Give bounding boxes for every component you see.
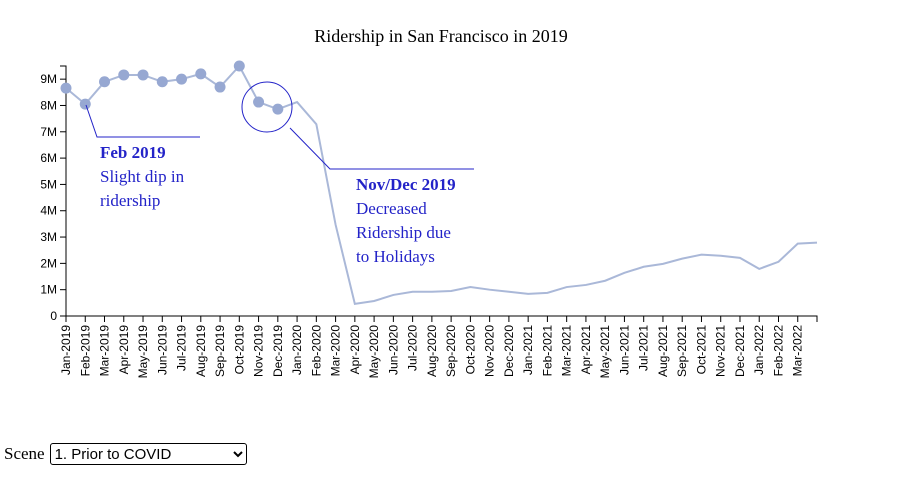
x-tick-label: Oct-2020	[463, 325, 477, 375]
data-point	[176, 73, 188, 85]
y-tick-label: 3M	[40, 230, 57, 244]
x-tick-label: Aug-2020	[425, 325, 439, 377]
y-tick-label: 4M	[40, 204, 57, 218]
scene-select[interactable]: 1. Prior to COVID	[49, 443, 247, 465]
y-tick-label: 0	[50, 309, 57, 323]
x-tick-label: Jun-2021	[617, 325, 631, 375]
data-point	[99, 76, 111, 88]
annotation-title: Feb 2019	[100, 143, 166, 162]
x-tick-label: Jan-2021	[521, 325, 535, 375]
annotation-text: Decreased	[356, 199, 427, 218]
data-point	[137, 69, 149, 81]
annotation-text: ridership	[100, 191, 160, 210]
data-point	[79, 98, 91, 110]
data-point	[253, 96, 265, 108]
x-tick-label: Nov-2020	[483, 325, 497, 377]
x-tick-label: Apr-2021	[579, 325, 593, 375]
data-point	[195, 68, 207, 80]
x-tick-label: Jun-2020	[386, 325, 400, 375]
x-tick-label: Sep-2021	[675, 325, 689, 377]
x-tick-label: Sep-2019	[213, 325, 227, 377]
data-point	[60, 82, 72, 94]
x-tick-label: Dec-2021	[733, 325, 747, 377]
annotation-title: Nov/Dec 2019	[356, 175, 456, 194]
x-tick-label: Aug-2021	[656, 325, 670, 377]
x-tick-label: Nov-2019	[252, 325, 266, 377]
x-tick-label: Jul-2020	[406, 325, 420, 371]
data-point	[233, 60, 245, 72]
x-tick-label: Feb-2022	[771, 325, 785, 377]
x-tick-label: Jan-2020	[290, 325, 304, 375]
y-axis	[60, 65, 67, 317]
x-tick-label: Jul-2021	[637, 325, 651, 371]
annotation-connector	[289, 127, 474, 170]
data-point	[272, 103, 284, 115]
x-tick-label: Dec-2020	[502, 325, 516, 377]
x-tick-label: May-2020	[367, 325, 381, 379]
x-tick-label: Jan-2022	[752, 325, 766, 375]
y-tick-label: 9M	[40, 72, 57, 86]
x-tick-label: Dec-2019	[271, 325, 285, 377]
x-tick-label: May-2021	[598, 325, 612, 379]
y-tick-label: 7M	[40, 125, 57, 139]
data-point	[118, 69, 130, 81]
x-tick-label: Feb-2019	[78, 325, 92, 377]
x-axis	[65, 315, 818, 322]
y-tick-label: 6M	[40, 151, 57, 165]
annotation-text: to Holidays	[356, 247, 435, 266]
x-tick-label: Oct-2019	[232, 325, 246, 375]
x-tick-label: Jun-2019	[155, 325, 169, 375]
x-tick-label: Jul-2019	[175, 325, 189, 371]
y-tick-label: 1M	[40, 283, 57, 297]
scene-control: Scene 1. Prior to COVID	[4, 443, 247, 465]
x-tick-label: Sep-2020	[444, 325, 458, 377]
x-tick-label: May-2019	[136, 325, 150, 379]
x-tick-label: Aug-2019	[194, 325, 208, 377]
y-tick-label: 5M	[40, 177, 57, 191]
x-tick-label: Mar-2022	[791, 325, 805, 377]
annotation-text: Ridership due	[356, 223, 451, 242]
annotation-connector	[85, 104, 200, 138]
x-tick-label: Oct-2021	[694, 325, 708, 375]
x-tick-label: Mar-2021	[560, 325, 574, 377]
x-tick-label: Feb-2020	[309, 325, 323, 377]
ridership-line	[65, 64, 818, 306]
chart: Ridership in San Francisco in 2019 0 1M 2M…	[40, 26, 818, 379]
data-point	[156, 76, 168, 88]
annotation-text: Slight dip in	[100, 167, 185, 186]
scene-label: Scene	[4, 444, 45, 463]
annotations: Feb 2019 Slight dip in ridership Nov/Dec…	[85, 81, 474, 266]
y-tick-label: 8M	[40, 98, 57, 112]
data-point	[214, 81, 226, 93]
annotation-circle	[241, 81, 293, 133]
x-tick-label: Apr-2020	[348, 325, 362, 375]
x-tick-label: Apr-2019	[117, 325, 131, 375]
y-tick-label: 2M	[40, 256, 57, 270]
x-tick-label: Feb-2021	[540, 325, 554, 377]
x-tick-label: Mar-2019	[98, 325, 112, 377]
chart-title: Ridership in San Francisco in 2019	[314, 26, 567, 46]
x-tick-label: Jan-2019	[59, 325, 73, 375]
x-tick-label: Nov-2021	[714, 325, 728, 377]
x-tick-label: Mar-2020	[329, 325, 343, 377]
